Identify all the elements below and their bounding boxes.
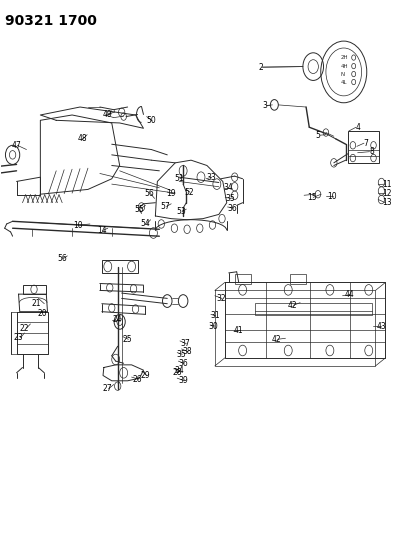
Bar [23,285,45,294]
Text: 5: 5 [316,131,320,140]
Text: 44: 44 [345,290,355,299]
Text: 10: 10 [327,192,337,201]
Text: 25: 25 [123,335,133,344]
Text: 31: 31 [210,311,220,320]
Text: 2: 2 [258,63,263,71]
Text: 32: 32 [216,294,226,303]
Text: 38: 38 [182,347,192,356]
Text: 48: 48 [77,134,87,143]
Text: 34: 34 [224,183,234,192]
Text: 90321 1700: 90321 1700 [5,14,97,28]
Text: 42: 42 [287,301,297,310]
Text: 19: 19 [166,189,176,198]
Text: 33: 33 [206,173,216,182]
Text: 37: 37 [180,339,190,348]
Text: 49: 49 [103,110,113,119]
Text: 15: 15 [307,193,317,202]
Text: 28: 28 [172,368,182,377]
Text: 21: 21 [31,299,41,308]
Text: 56: 56 [144,189,154,198]
Text: 27: 27 [103,384,113,393]
Text: 10: 10 [73,221,83,230]
Text: 55: 55 [135,205,144,214]
Text: 22: 22 [20,324,29,333]
Bar [102,260,138,273]
Text: 26: 26 [133,375,142,384]
Text: 41: 41 [234,326,244,335]
Text: 24: 24 [113,315,123,324]
Bar [290,274,306,284]
Text: 8: 8 [369,147,374,156]
Text: 14: 14 [97,226,107,235]
Text: 51: 51 [174,174,184,183]
Text: 4: 4 [355,123,360,132]
Text: 54: 54 [140,220,150,229]
Text: 2H: 2H [340,55,348,60]
Text: 50: 50 [146,116,156,125]
Bar [236,274,252,284]
Text: 56: 56 [57,254,67,263]
Text: N: N [341,71,345,77]
Text: 4L: 4L [340,79,347,85]
Text: 47: 47 [12,141,21,150]
Text: 35: 35 [226,194,236,203]
Text: 34: 34 [174,366,184,375]
Text: 43: 43 [377,321,386,330]
Bar [255,303,371,316]
Text: 57: 57 [160,202,170,211]
Text: 42: 42 [271,335,281,344]
Text: 53: 53 [176,207,186,216]
Text: 29: 29 [140,371,150,380]
Text: 35: 35 [176,350,186,359]
Text: 13: 13 [382,198,392,207]
Text: 36: 36 [178,359,188,368]
Text: 20: 20 [37,309,47,318]
Text: 12: 12 [382,189,392,198]
Text: 23: 23 [14,333,23,342]
Text: 3: 3 [262,101,267,110]
Text: 7: 7 [363,139,368,148]
Text: 4H: 4H [340,63,348,69]
Text: 52: 52 [184,188,194,197]
Text: 30: 30 [208,321,218,330]
Text: 36: 36 [228,204,238,213]
Bar [348,131,378,163]
Text: 11: 11 [382,180,392,189]
Text: 39: 39 [178,376,188,385]
